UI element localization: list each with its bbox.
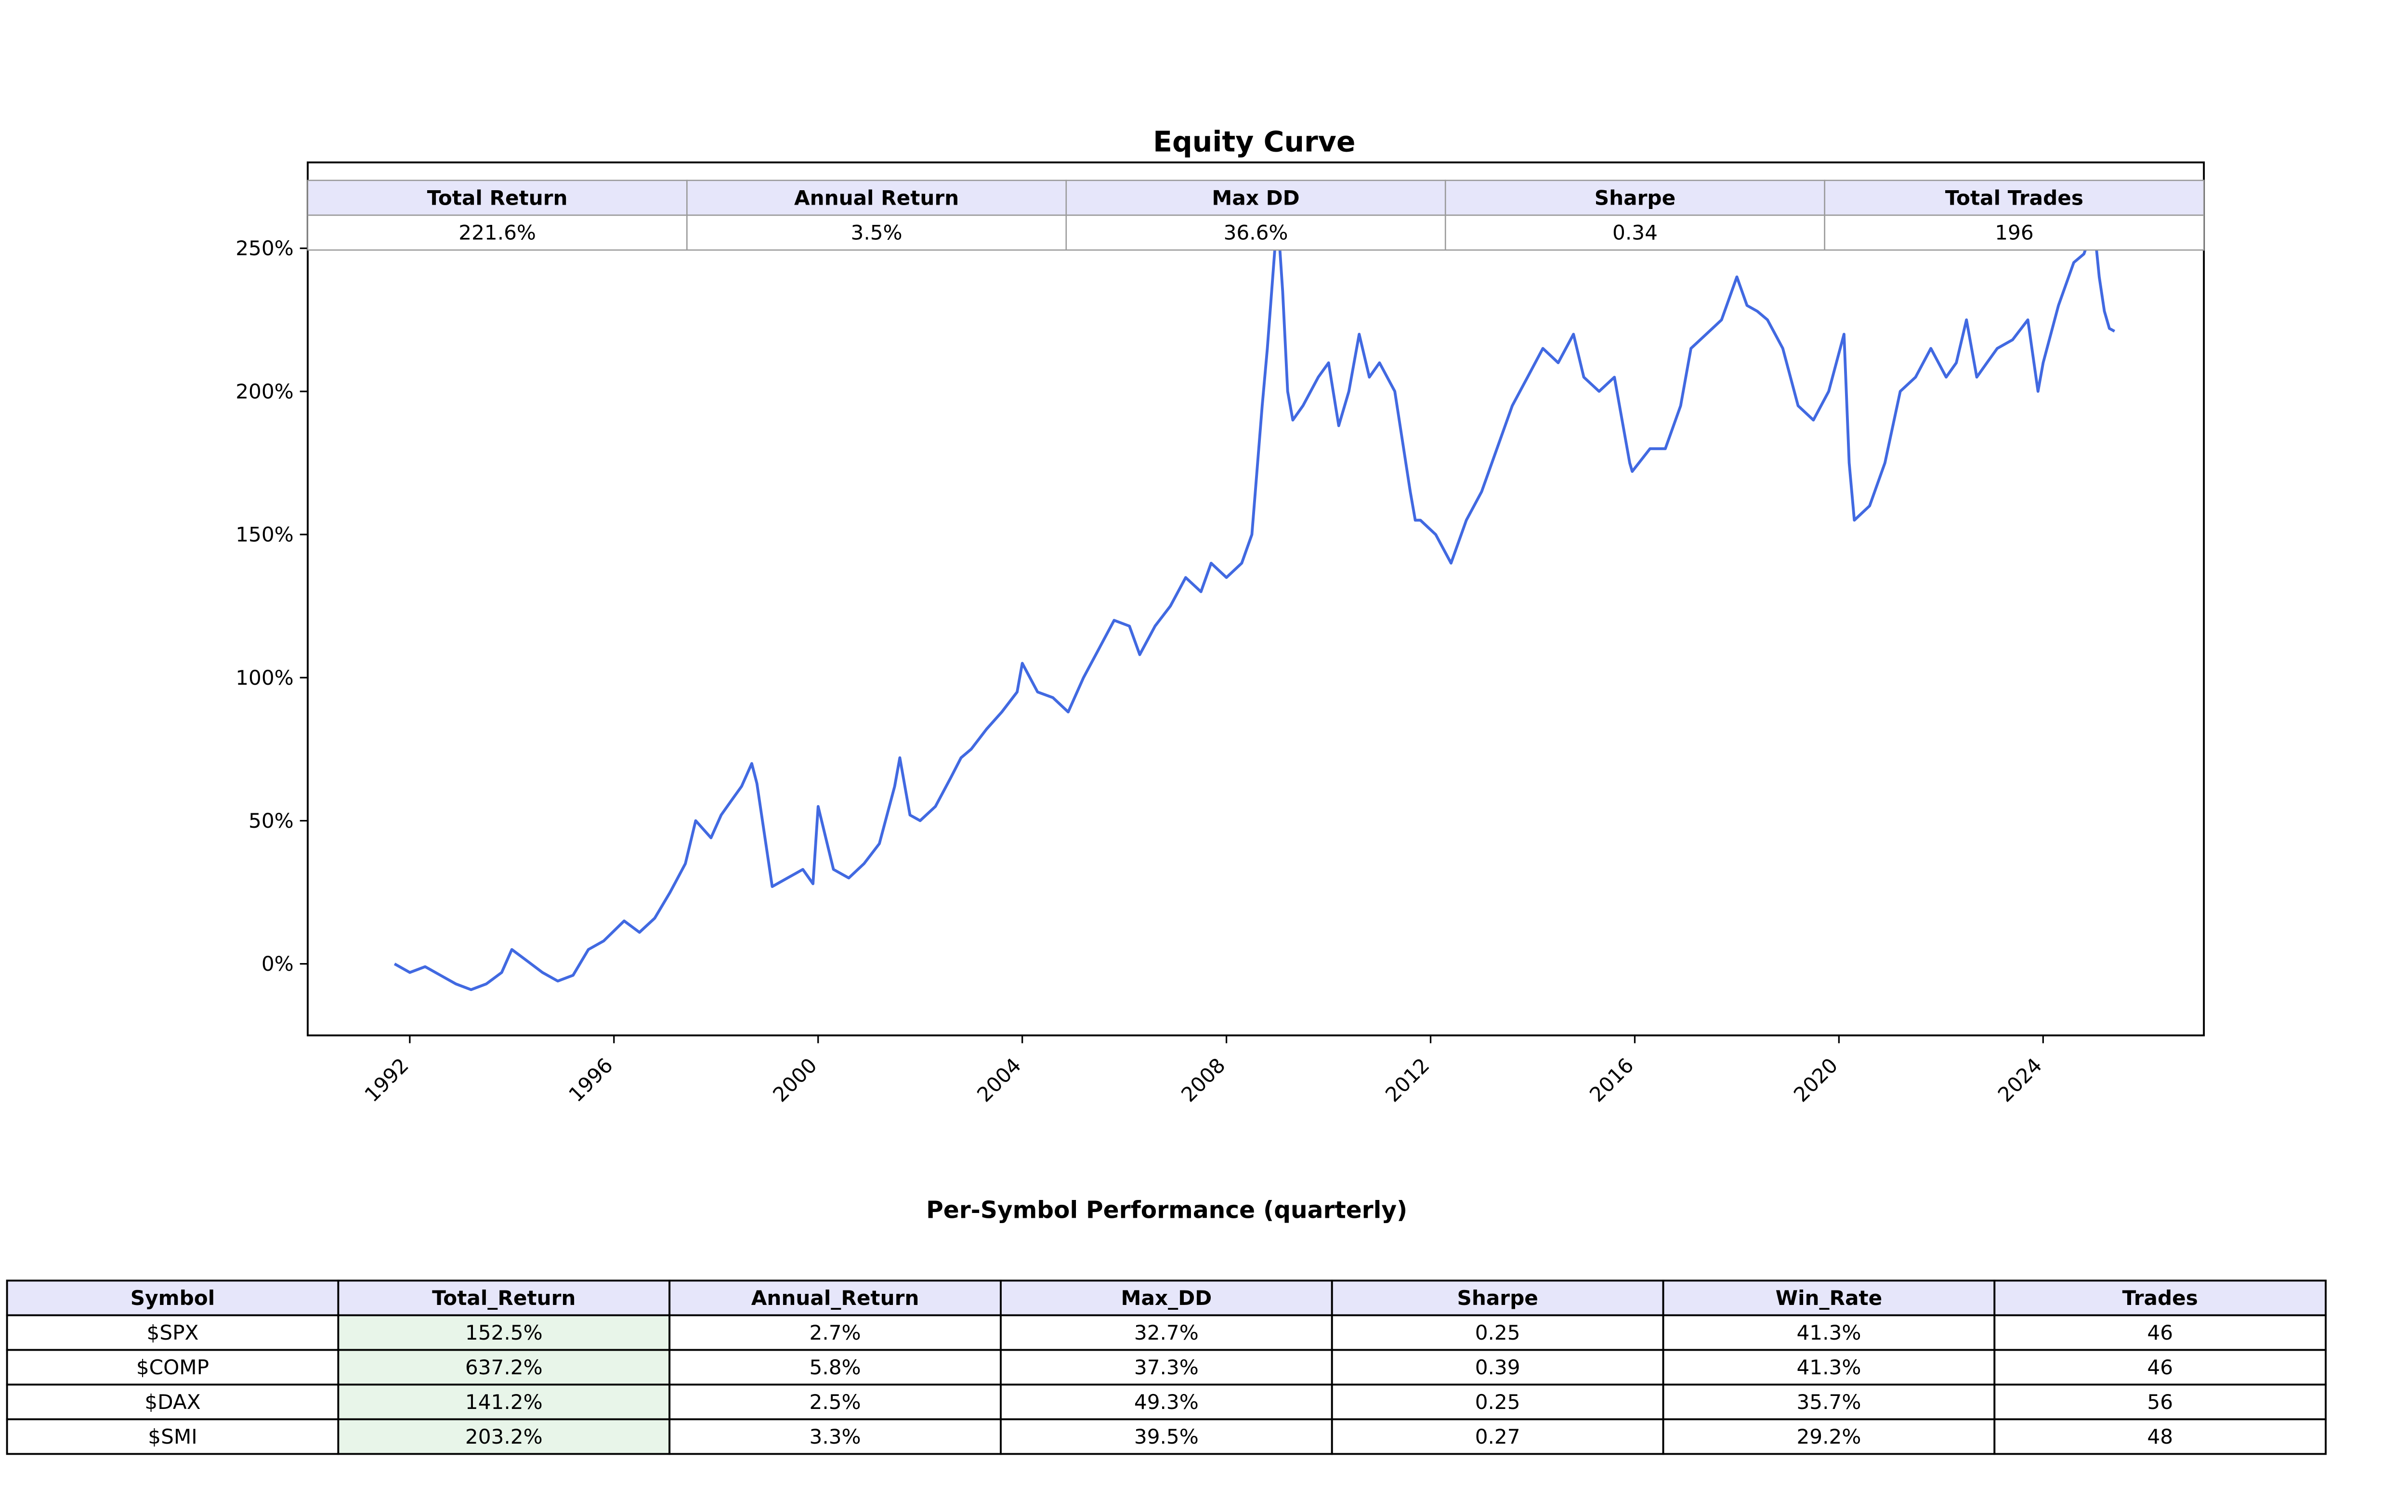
cell-value: 29.2%: [1796, 1425, 1861, 1448]
cell-value: 196: [1995, 221, 2033, 245]
equity-curve-line: [393, 212, 2116, 991]
cell-value: 37.3%: [1134, 1356, 1199, 1379]
x-tick-label: 2024: [1993, 1054, 2047, 1107]
x-tick-label: 1996: [564, 1054, 617, 1107]
cell-value: 2.5%: [810, 1390, 861, 1414]
y-tick-label: 250%: [236, 236, 294, 260]
header-cell: [6, 1279, 340, 1316]
header-cell: [1662, 1279, 1996, 1316]
header-cell: [337, 1279, 671, 1316]
table-cell: [1000, 1418, 1333, 1455]
y-tick-label: 50%: [249, 809, 294, 833]
x-tick-label: 2008: [1177, 1054, 1230, 1107]
cell-value: 39.5%: [1134, 1425, 1199, 1448]
table-cell: [686, 214, 1067, 251]
cell-value: 0.25: [1475, 1321, 1520, 1344]
table-cell: [307, 214, 688, 251]
cell-value: 49.3%: [1134, 1390, 1199, 1414]
cell-value: 41.3%: [1796, 1356, 1861, 1379]
cell-value: $SMI: [148, 1425, 197, 1448]
header-cell: [1824, 180, 2205, 216]
cell-value: 36.6%: [1224, 221, 1288, 245]
cell-value: 5.8%: [810, 1356, 861, 1379]
y-tick-label: 100%: [236, 666, 294, 690]
cell-value: 48: [2147, 1425, 2173, 1448]
table-cell: [1000, 1314, 1333, 1351]
table-cell: [337, 1418, 671, 1455]
column-header: Sharpe: [1595, 186, 1675, 209]
table-cell: [1993, 1349, 2327, 1386]
y-tick-label: 150%: [236, 523, 294, 547]
cell-value: 152.5%: [465, 1321, 543, 1344]
header-cell: [1000, 1279, 1333, 1316]
per-symbol-table-title: Per-Symbol Performance (quarterly): [926, 1197, 1407, 1224]
x-tick-label: 1992: [360, 1054, 413, 1107]
column-header: Annual_Return: [751, 1286, 919, 1310]
table-cell: [668, 1418, 1002, 1455]
cell-value: 0.25: [1475, 1390, 1520, 1414]
table-cell: [668, 1349, 1002, 1386]
cell-value: 46: [2147, 1321, 2173, 1344]
y-axis: 0% 50% 100% 150% 200% 250%: [236, 236, 308, 976]
header-cell: [668, 1279, 1002, 1316]
cell-value: 203.2%: [465, 1425, 543, 1448]
table-cell: [1662, 1314, 1996, 1351]
x-tick-label: 2012: [1381, 1054, 1434, 1107]
table-cell: [1993, 1314, 2327, 1351]
table-cell: [1000, 1383, 1333, 1421]
cell-value: 0.27: [1475, 1425, 1520, 1448]
x-axis: 1992 1996 2000 2004 2008 2012 2016 2020 2024: [360, 1035, 2046, 1107]
summary-table: Total Return Annual Return Max DD Sharpe Tot…: [307, 180, 2205, 251]
equity-plot-area: [306, 161, 2205, 1037]
table-cell: [1993, 1418, 2327, 1455]
cell-value: 46: [2147, 1356, 2173, 1379]
table-cell: [1331, 1418, 1664, 1455]
table-cell: [1331, 1314, 1664, 1351]
cell-value: 41.3%: [1796, 1321, 1861, 1344]
table-cell: [1065, 214, 1446, 251]
column-header: Total_Return: [432, 1286, 576, 1310]
column-header: Win_Rate: [1776, 1286, 1883, 1310]
equity-curve-title: Equity Curve: [1153, 126, 1355, 158]
column-header: Total Return: [427, 186, 568, 209]
cell-value: 56: [2147, 1390, 2173, 1414]
column-header: Annual Return: [794, 186, 959, 209]
cell-value: 637.2%: [465, 1356, 543, 1379]
column-header: Total Trades: [1945, 186, 2083, 209]
cell-value: $SPX: [147, 1321, 199, 1344]
per-symbol-table: Symbol Total_Return Annual_Return Max_DD Sha…: [6, 1279, 2327, 1455]
table-cell: [1444, 214, 1826, 251]
cell-value: 141.2%: [465, 1390, 543, 1414]
cell-value: 2.7%: [810, 1321, 861, 1344]
table-cell: [1993, 1383, 2327, 1421]
table-cell: [1331, 1383, 1664, 1421]
column-header: Max_DD: [1121, 1286, 1212, 1310]
column-header: Symbol: [131, 1286, 215, 1310]
header-cell: [1993, 1279, 2327, 1316]
x-tick-label: 2004: [972, 1054, 1026, 1107]
cell-value: 32.7%: [1134, 1321, 1199, 1344]
y-tick-label: 200%: [236, 379, 294, 403]
cell-value: 3.3%: [810, 1425, 861, 1448]
table-cell: [1824, 214, 2205, 251]
y-tick-label: 0%: [262, 952, 294, 976]
cell-value: 3.5%: [851, 221, 903, 245]
cell-value: 35.7%: [1796, 1390, 1861, 1414]
header-cell: [1331, 1279, 1664, 1316]
x-tick-label: 2016: [1585, 1054, 1638, 1107]
column-header: Max DD: [1212, 186, 1299, 209]
column-header: Trades: [2122, 1286, 2198, 1310]
column-header: Sharpe: [1457, 1286, 1538, 1310]
cell-value: 0.34: [1612, 221, 1658, 245]
x-tick-label: 2000: [768, 1054, 822, 1107]
cell-value: $DAX: [144, 1390, 200, 1414]
cell-value: 221.6%: [458, 221, 536, 245]
x-tick-label: 2020: [1789, 1054, 1843, 1107]
cell-value: 0.39: [1475, 1356, 1520, 1379]
table-cell: [6, 1314, 340, 1351]
table-cell: [668, 1314, 1002, 1351]
cell-value: $COMP: [136, 1356, 209, 1379]
